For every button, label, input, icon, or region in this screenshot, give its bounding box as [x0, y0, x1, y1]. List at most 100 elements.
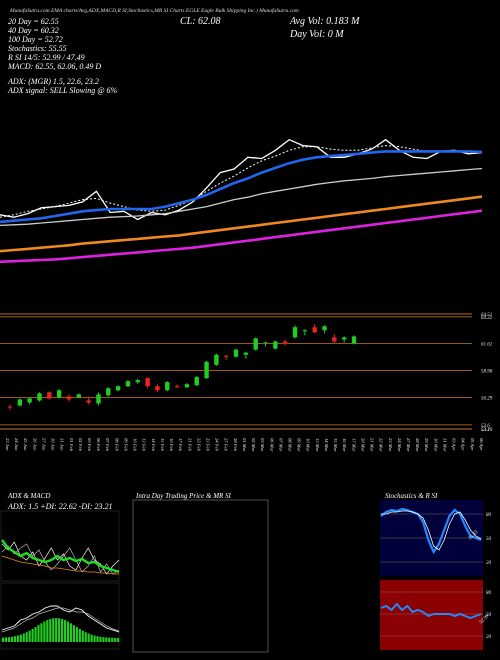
- candle-body-13: [135, 380, 140, 383]
- adx-orange-line: [1, 555, 119, 575]
- date-tick-1: 24 Jan: [14, 438, 19, 451]
- macd-hist-13: [40, 623, 43, 642]
- ema-series-4: [0, 195, 483, 253]
- date-tick-15: 13 Feb: [142, 438, 147, 452]
- date-tick-48: 31 Mar: [442, 438, 447, 452]
- date-tick-4: 27 Jan: [42, 438, 47, 451]
- level-label-6: 53.2: [481, 428, 490, 433]
- macd-hist-32: [96, 636, 99, 642]
- macd-hist-23: [69, 623, 73, 642]
- date-tick-43: 24 Mar: [397, 438, 402, 452]
- ema100-label: 100 Day = 52.72: [8, 35, 63, 44]
- macd-hist-12: [37, 625, 40, 642]
- macd-hist-16: [49, 618, 52, 642]
- date-tick-7: 01 Feb: [69, 438, 74, 452]
- date-tick-51: 05 Apr: [470, 438, 475, 451]
- adx-macd-subtitle: ADX: 1.5 +DI: 22.62 -DI: 23.21: [8, 502, 113, 511]
- level-label-1: 64.22: [481, 316, 493, 321]
- adx-mdi-line: [1, 543, 120, 575]
- date-tick-8: 02 Feb: [78, 438, 83, 452]
- macd-hist-36: [108, 637, 111, 642]
- macd-hist-35: [105, 637, 108, 642]
- intraday-title: Intra Day Trading Price & MR SI: [136, 492, 231, 500]
- date-tick-37: 16 Mar: [342, 438, 347, 452]
- date-tick-6: 31 Jan: [60, 438, 65, 451]
- macd-hist-0: [2, 637, 5, 642]
- macd-hist-26: [78, 628, 81, 642]
- candle-body-12: [125, 381, 131, 387]
- date-tick-14: 10 Feb: [133, 438, 138, 452]
- date-tick-25: 28 Feb: [233, 438, 238, 452]
- candle-body-31: [312, 327, 317, 333]
- candle-body-1: [17, 399, 23, 406]
- macd-hist-10: [31, 628, 34, 642]
- date-tick-46: 29 Mar: [424, 438, 429, 452]
- level-label-4: 56.29: [481, 397, 493, 402]
- candle-body-3: [37, 393, 42, 401]
- level-label-5: 53.6: [481, 424, 490, 429]
- adx-macd-title: ADX & MACD: [8, 492, 51, 500]
- ema-series-5: [0, 209, 483, 264]
- level-label-0: 64.51: [481, 313, 492, 318]
- stoch-tick-0: 80: [486, 513, 492, 518]
- date-tick-39: 20 Mar: [360, 438, 365, 452]
- candle-body-5: [56, 390, 62, 398]
- macd-hist-33: [99, 636, 102, 642]
- candle-body-15: [155, 386, 160, 391]
- ema40-label: 40 Day = 60.32: [8, 26, 59, 35]
- stoch-tick-2: 20: [486, 561, 492, 566]
- rsi-label: R SI 14/5: 52.99 / 47.49: [8, 53, 85, 62]
- date-tick-44: 27 Mar: [406, 438, 411, 452]
- stoch-k-line: [380, 507, 482, 555]
- candle-body-17: [174, 386, 180, 388]
- macd-hist-24: [72, 625, 75, 642]
- date-tick-49: 03 Apr: [452, 438, 457, 451]
- macd-panel-frame: [0, 582, 120, 650]
- candle-body-25: [253, 338, 258, 350]
- date-tick-38: 17 Mar: [351, 438, 356, 452]
- candle-body-28: [283, 341, 288, 344]
- adx-signal-label: ADX signal: SELL Slowing @ 6%: [8, 86, 118, 95]
- candle-body-21: [214, 354, 219, 365]
- macd-hist-18: [55, 618, 58, 642]
- ema-series-3: [0, 167, 483, 227]
- adx-green-line: [1, 539, 120, 574]
- candle-body-34: [341, 337, 347, 340]
- macd-hist-28: [84, 632, 87, 642]
- candle-body-35: [351, 336, 357, 344]
- date-tick-33: 10 Mar: [306, 438, 311, 452]
- date-tick-22: 23 Feb: [206, 438, 211, 452]
- macd-hist-3: [10, 636, 14, 642]
- date-tick-27: 02 Mar: [251, 438, 256, 452]
- rsi-tick-2: 20: [486, 635, 492, 640]
- rsi-value-label: 52.99: [479, 614, 491, 626]
- date-tick-20: 21 Feb: [187, 438, 192, 452]
- stoch-rsi-title: Stochastics & R SI: [385, 492, 438, 500]
- date-tick-16: 14 Feb: [151, 438, 156, 452]
- candle-body-26: [263, 342, 268, 344]
- candle-body-2: [27, 398, 32, 403]
- rsi-tick-0: 80: [486, 591, 492, 596]
- macd-hist-21: [63, 620, 67, 642]
- macd-hist-2: [7, 637, 11, 642]
- macd-hist-30: [90, 634, 93, 642]
- date-tick-17: 15 Feb: [160, 438, 165, 452]
- macd-hist-27: [81, 630, 84, 642]
- candle-body-0: [7, 406, 13, 408]
- level-label-3: 58.96: [481, 369, 493, 374]
- macd-hist-22: [66, 621, 70, 642]
- date-tick-24: 27 Feb: [224, 438, 229, 452]
- rsi-tick-1: 50: [486, 613, 492, 618]
- date-tick-36: 15 Mar: [333, 438, 338, 452]
- macd-label: MACD: 62.55, 62.06, 0.49 D: [8, 62, 102, 71]
- stoch-tick-1: 50: [486, 537, 492, 542]
- macd-hist-15: [46, 620, 49, 642]
- candle-body-9: [96, 394, 101, 404]
- macd-hist-25: [75, 627, 78, 642]
- candle-body-23: [233, 349, 239, 357]
- date-tick-10: 06 Feb: [96, 438, 101, 452]
- ema-series-1: [0, 145, 483, 218]
- date-tick-5: 30 Jan: [51, 438, 56, 451]
